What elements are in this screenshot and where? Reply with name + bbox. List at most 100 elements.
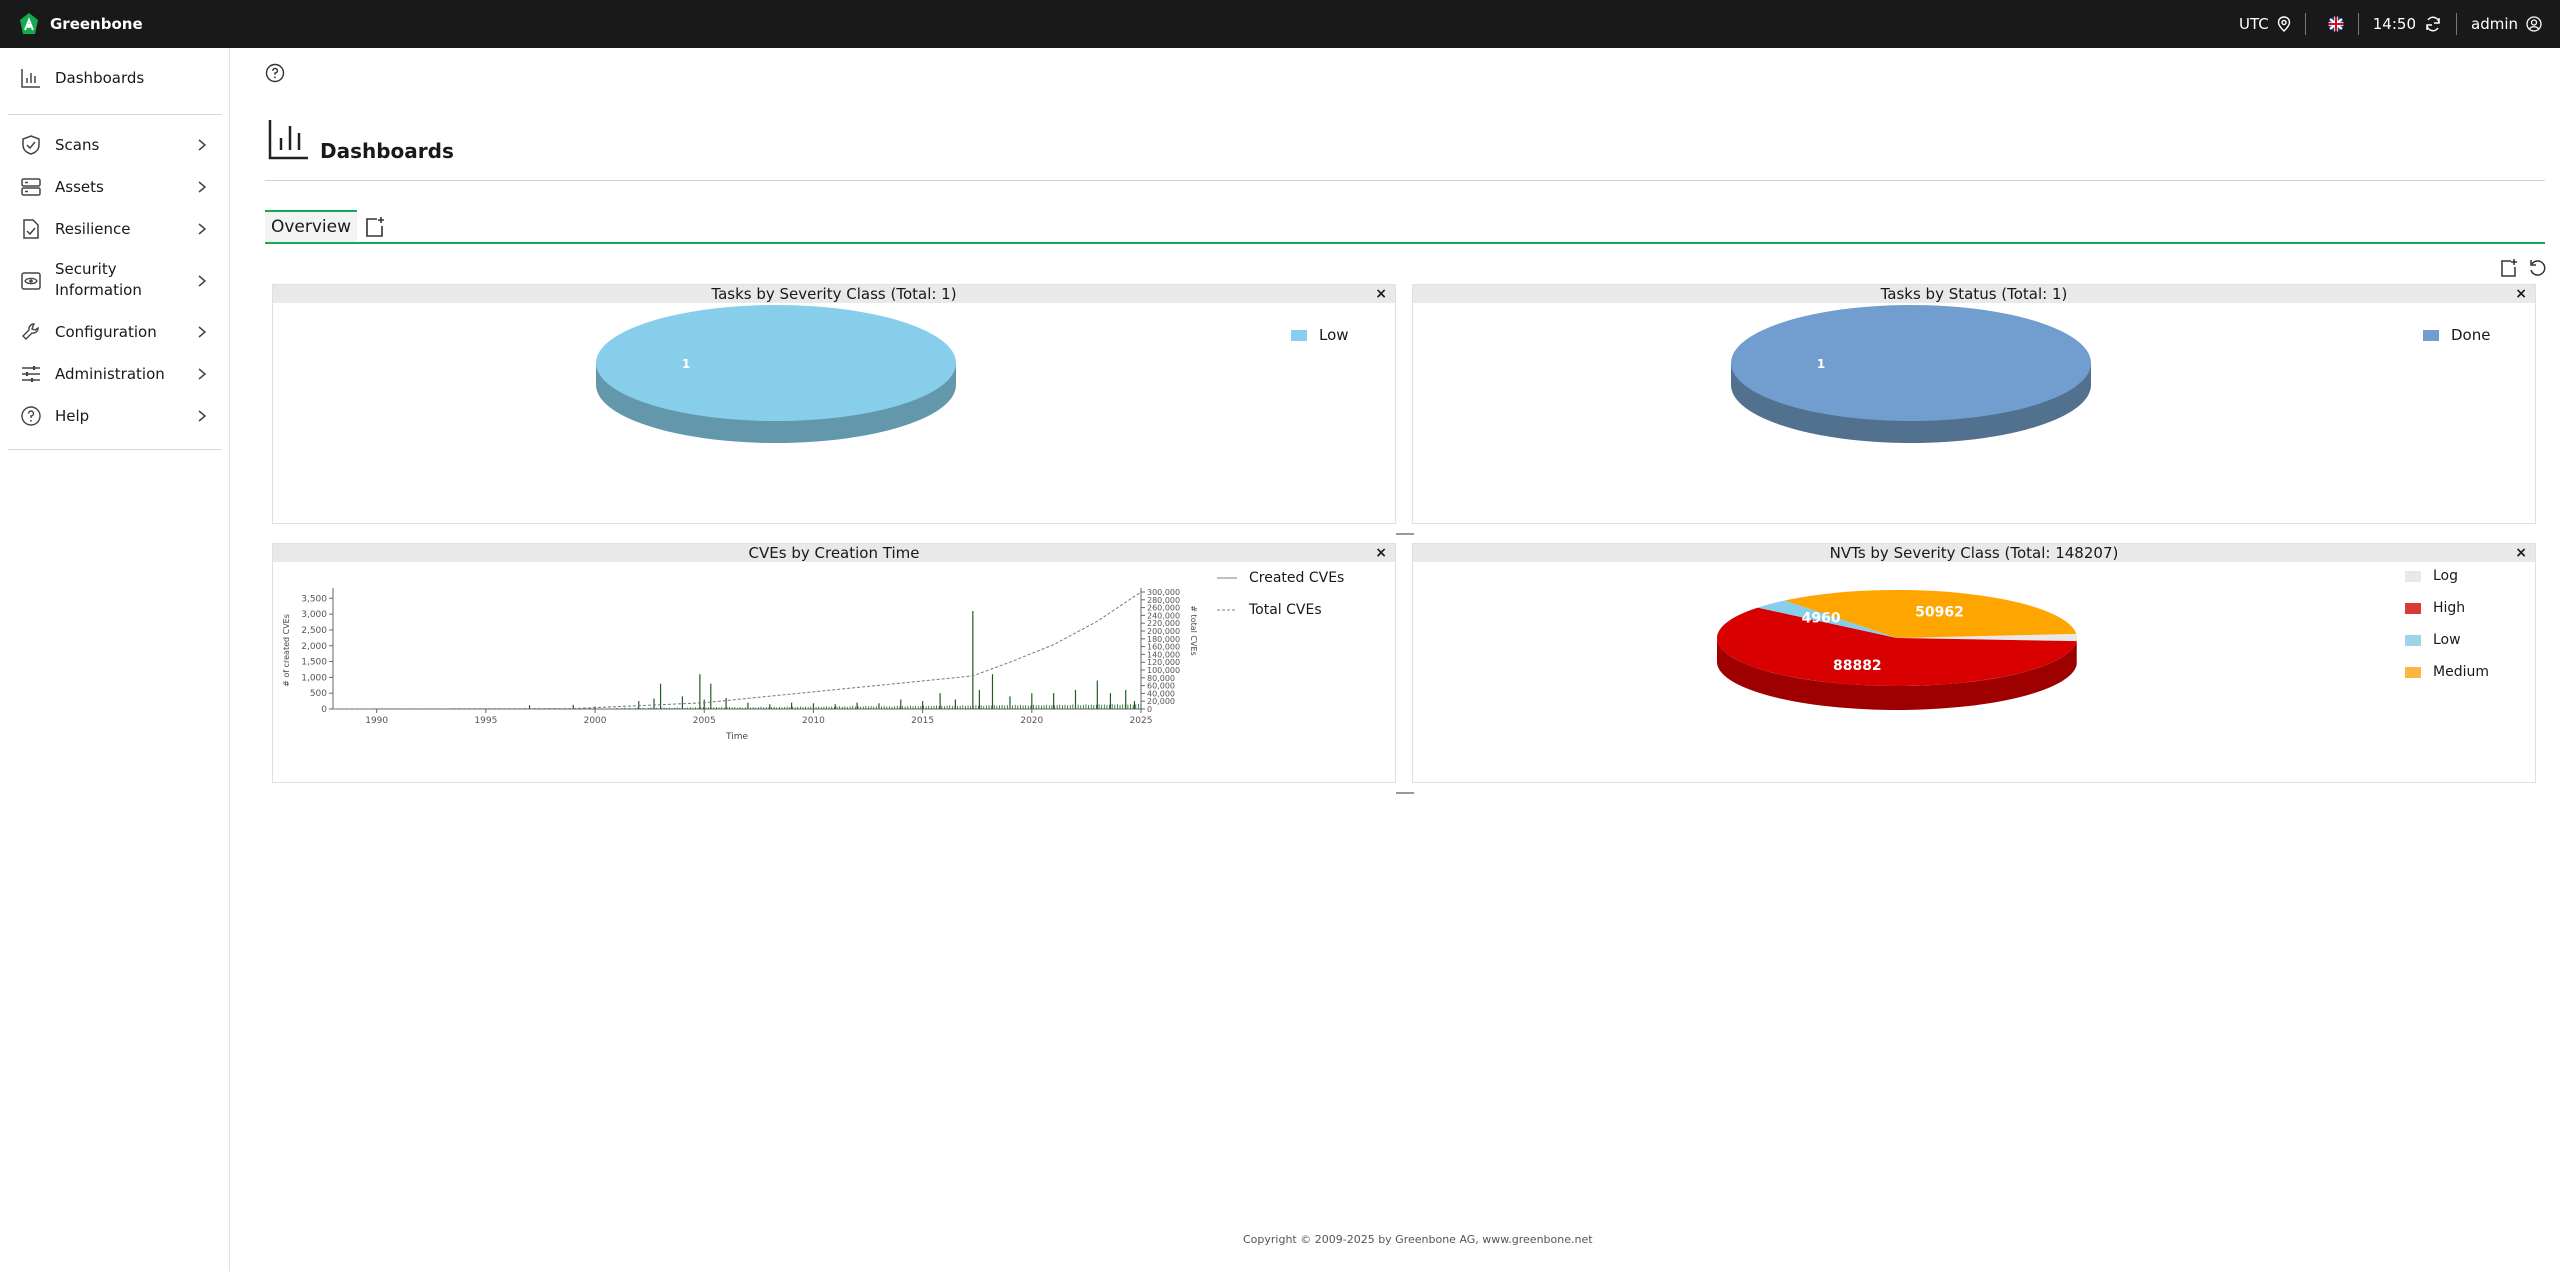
pie-chart-nvts-severity: 88882 4960 50962 [1717,590,2077,710]
tab-overview[interactable]: Overview [265,210,357,242]
sidebar-item-label-line1: Security [55,260,117,278]
y2-tick-label: 220,000 [1147,619,1180,628]
legend-line-dashed [1217,609,1237,611]
chevron-right-icon [198,326,207,338]
server-icon [21,178,41,196]
legend-item: Low [2405,624,2489,656]
close-icon[interactable]: × [1375,545,1387,561]
refresh-icon[interactable] [2424,15,2442,33]
panel-nvts-by-severity: NVTs by Severity Class (Total: 148207) ×… [1412,543,2536,783]
legend-item: Created CVEs [1217,562,1344,594]
x-tick-label: 2005 [693,716,716,726]
x-tick-label: 1990 [365,716,388,726]
new-dashboard-icon[interactable] [365,216,385,238]
legend-item: Medium [2405,656,2489,688]
footer-copyright: Copyright © 2009-2025 by Greenbone AG, w… [1243,1233,1593,1246]
sidebar-item-dashboards[interactable]: Dashboards [0,67,222,89]
reset-icon[interactable] [2528,258,2546,278]
sidebar-item-assets[interactable]: Assets [0,176,222,198]
separator [2456,13,2457,35]
pie-slice-top [1897,633,2077,642]
pie-slice-side [1717,638,2077,710]
line-chart-cves: 05001,0001,5002,0002,5003,0003,500020,00… [282,588,1198,742]
pie-chart-tasks-severity: 1 [596,305,956,443]
timezone-label: UTC [2239,15,2269,33]
close-icon[interactable]: × [1375,286,1387,302]
y2-tick-label: 60,000 [1147,682,1175,691]
panel-title: NVTs by Severity Class (Total: 148207) [1829,544,2119,562]
current-time: 14:50 [2372,15,2416,33]
chevron-right-icon [198,139,207,151]
header-divider [265,180,2545,181]
y2-tick-label: 200,000 [1147,627,1180,636]
legend-label: Low [1319,326,1349,344]
y-tick-label: 0 [321,705,327,715]
total-cves-line [332,591,1142,710]
sidebar-item-security-information[interactable]: Security Information [0,259,222,303]
chart-legend: Low [1291,319,1349,351]
timezone[interactable]: UTC [2225,13,2305,35]
sidebar-item-label: Assets [55,177,104,196]
y2-tick-label: 100,000 [1147,666,1180,675]
pie-slice-label: 50962 [1915,605,1964,621]
y2-tick-label: 20,000 [1147,697,1175,706]
sidebar-item-scans[interactable]: Scans [0,134,222,156]
legend-label: Total CVEs [1249,602,1322,618]
brand[interactable]: Greenbone [18,12,143,36]
help-circle-icon [21,406,41,426]
user-menu[interactable]: admin [2457,13,2560,35]
chart-legend: Created CVEs Total CVEs [1217,562,1344,626]
y2-tick-label: 80,000 [1147,674,1175,683]
x-tick-label: 2010 [802,716,825,726]
chevron-right-icon [198,275,207,287]
y2-tick-label: 240,000 [1147,611,1180,620]
close-icon[interactable]: × [2515,286,2527,302]
sidebar-item-resilience[interactable]: Resilience [0,218,222,240]
x-tick-label: 2025 [1130,716,1153,726]
legend-swatch [2405,666,2421,678]
resize-handle[interactable] [1396,792,1414,794]
pie-slice-top [1731,305,2091,421]
help-circle-icon[interactable] [265,63,285,83]
sidebar-item-administration[interactable]: Administration [0,363,222,385]
panel-title: Tasks by Severity Class (Total: 1) [711,285,957,303]
legend-item: Total CVEs [1217,594,1344,626]
pie-slice-label: 88882 [1833,658,1882,674]
legend-item: High [2405,592,2489,624]
x-tick-label: 2000 [584,716,607,726]
sidebar-item-label: Dashboards [55,68,145,87]
y2-tick-label: 160,000 [1147,643,1180,652]
dashboard-toolbar [2500,258,2546,278]
legend-swatch [1291,329,1307,341]
y2-tick-label: 180,000 [1147,635,1180,644]
y-tick-label: 3,000 [301,610,327,620]
sidebar-item-label: Configuration [55,322,157,341]
location-pin-icon [2277,16,2290,32]
x-tick-label: 2015 [911,716,934,726]
created-cves-bars [528,610,1142,709]
x-tick-label: 1995 [474,716,497,726]
sidebar-item-label: Help [55,406,90,425]
dashboard-tabs: Overview [265,210,2545,244]
clock[interactable]: 14:50 [2359,13,2456,35]
close-icon[interactable]: × [2515,545,2527,561]
chevron-right-icon [198,223,207,235]
chevron-right-icon [198,410,207,422]
legend-item: Low [1291,319,1349,351]
pie-slice-top [1757,600,1897,638]
sidebar-item-help[interactable]: Help [0,405,222,427]
y-tick-label: 500 [310,689,327,699]
language-switch[interactable] [2306,13,2358,35]
brand-name: Greenbone [50,15,143,33]
separator [2304,13,2306,35]
y-tick-label: 2,000 [301,642,327,652]
y-tick-label: 1,000 [301,673,327,683]
legend-swatch [2405,570,2421,582]
sidebar-item-configuration[interactable]: Configuration [0,321,222,343]
legend-item: Log [2405,560,2489,592]
resize-handle[interactable] [1396,533,1414,535]
legend-swatch [2405,634,2421,646]
legend-swatch [2405,602,2421,614]
add-display-icon[interactable] [2500,258,2518,278]
eye-icon [21,272,41,290]
